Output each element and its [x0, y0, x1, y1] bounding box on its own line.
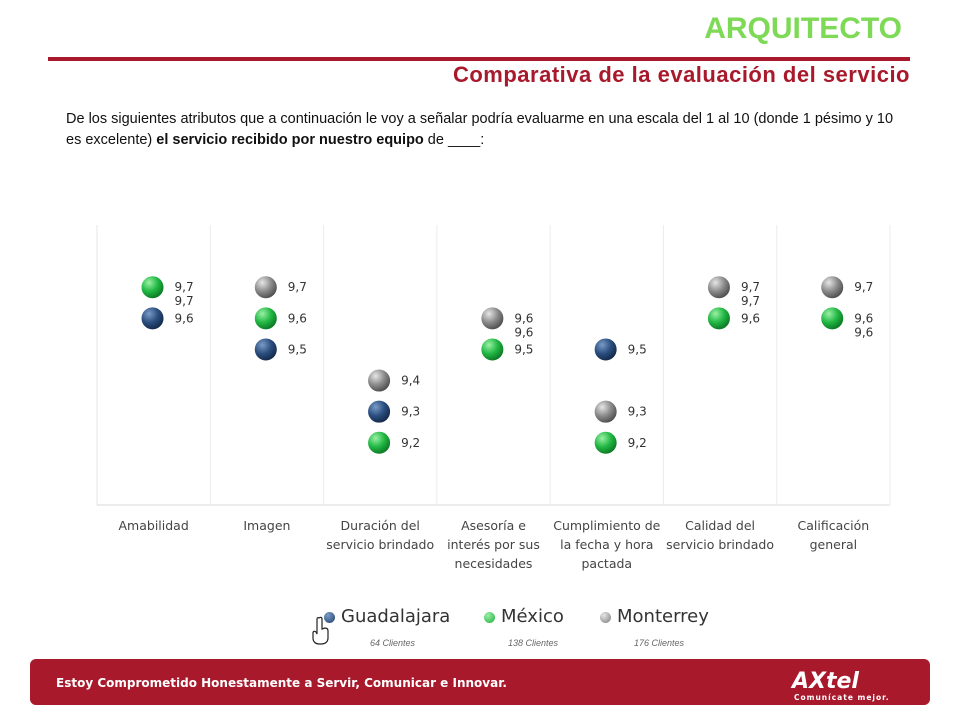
data-point-monterrey-1 — [253, 275, 278, 300]
data-label: 9,5 — [288, 342, 307, 356]
pointer-hand-icon — [310, 616, 332, 646]
legend-item-guadalajara: Guadalajara — [324, 606, 450, 627]
question-text: De los siguientes atributos que a contin… — [66, 109, 896, 151]
data-point-monterrey-3 — [480, 306, 505, 331]
question-part1: De los siguientes atributos que a contin… — [66, 111, 894, 148]
category-label: servicio brindado — [666, 537, 774, 552]
data-point-guadalajara-4 — [593, 337, 618, 362]
data-label: 9,7 — [288, 280, 307, 294]
chart: 9,79,79,69,79,69,59,49,39,29,69,69,5 9,59… — [96, 225, 891, 571]
legend-note-guadalajara: 64 Clientes — [370, 638, 416, 648]
legend-dot-monterrey — [600, 611, 611, 623]
legend-dot-guadalajara — [324, 611, 335, 623]
footer-slogan: Estoy Comprometido Honestamente a Servir… — [56, 676, 507, 690]
legend-note-monterrey: 176 Clientes — [634, 638, 685, 648]
data-label: 9,7 — [175, 280, 194, 294]
legend-item-mexico: México — [484, 606, 564, 627]
axtel-logo: AXtel Comunícate mejor. — [792, 665, 902, 702]
data-label: 9,6 — [514, 311, 533, 325]
question-part2: de ____: — [423, 132, 485, 148]
data-point-monterrey-2 — [367, 368, 392, 393]
data-label: 9,5 — [628, 342, 647, 356]
category-label: Asesoría e — [461, 518, 526, 533]
page-subtitle: Comparativa de la evaluación del servici… — [452, 62, 910, 87]
title-divider — [48, 57, 910, 61]
category-label: Amabilidad — [119, 518, 189, 533]
data-point-mxico-5 — [706, 306, 731, 331]
data-label: 9,7 — [854, 280, 873, 294]
legend-label-mexico: México — [501, 606, 564, 627]
data-label: 9,7 — [741, 280, 760, 294]
data-label: 9,6 — [288, 311, 307, 325]
legend-note-mexico: 138 Clientes — [508, 638, 559, 648]
footer-bar: Estoy Comprometido Honestamente a Servir… — [30, 659, 930, 705]
data-point-monterrey-4 — [593, 399, 618, 424]
data-point-mxico-2 — [367, 430, 392, 455]
data-label: 9,6 — [854, 325, 873, 339]
data-label: 9,6 — [514, 325, 533, 339]
category-label: Cumplimiento de — [553, 518, 660, 533]
data-point-guadalajara-0 — [140, 306, 165, 331]
data-point-monterrey-6 — [820, 275, 845, 300]
category-label: Duración del — [341, 518, 420, 533]
page-title: ARQUITECTO — [704, 12, 902, 45]
data-point-mxico-3 — [480, 337, 505, 362]
legend-item-monterrey: Monterrey — [600, 606, 709, 627]
chart-legend: Guadalajara 64 Clientes México 138 Clien… — [318, 606, 738, 654]
category-label: pactada — [581, 556, 632, 571]
logo-wordmark: AXtel — [792, 669, 859, 694]
data-point-mxico-0 — [140, 275, 165, 300]
data-label: 9,6 — [854, 311, 873, 325]
logo-tagline: Comunícate mejor. — [794, 693, 890, 702]
category-label: servicio brindado — [326, 537, 434, 552]
data-point-mxico-4 — [593, 430, 618, 455]
data-point-mxico-6 — [820, 306, 845, 331]
legend-label-guadalajara: Guadalajara — [341, 606, 451, 627]
category-label: interés por sus — [447, 537, 540, 552]
legend-label-monterrey: Monterrey — [617, 606, 709, 627]
category-label: Imagen — [243, 518, 290, 533]
category-label: general — [810, 537, 858, 552]
data-label: 9,7 — [741, 294, 760, 308]
data-label: 9,5 — [514, 342, 533, 356]
data-label: 9,4 — [401, 374, 420, 388]
data-point-guadalajara-1 — [253, 337, 278, 362]
data-point-guadalajara-2 — [367, 399, 392, 424]
data-label: 9,7 — [175, 294, 194, 308]
data-point-mxico-1 — [253, 306, 278, 331]
data-label: 9,6 — [175, 311, 194, 325]
category-label: Calidad del — [685, 518, 755, 533]
question-bold: el servicio recibido por nuestro equipo — [156, 132, 424, 148]
category-label: necesidades — [455, 556, 533, 571]
data-point-monterrey-5 — [706, 275, 731, 300]
data-label: 9,2 — [628, 436, 647, 450]
data-label: 9,3 — [401, 405, 420, 419]
data-label: 9,3 — [628, 405, 647, 419]
category-label: la fecha y hora — [560, 537, 653, 552]
legend-dot-mexico — [484, 611, 495, 623]
data-label: 9,6 — [741, 311, 760, 325]
category-label: Calificación — [798, 518, 870, 533]
data-label: 9,2 — [401, 436, 420, 450]
